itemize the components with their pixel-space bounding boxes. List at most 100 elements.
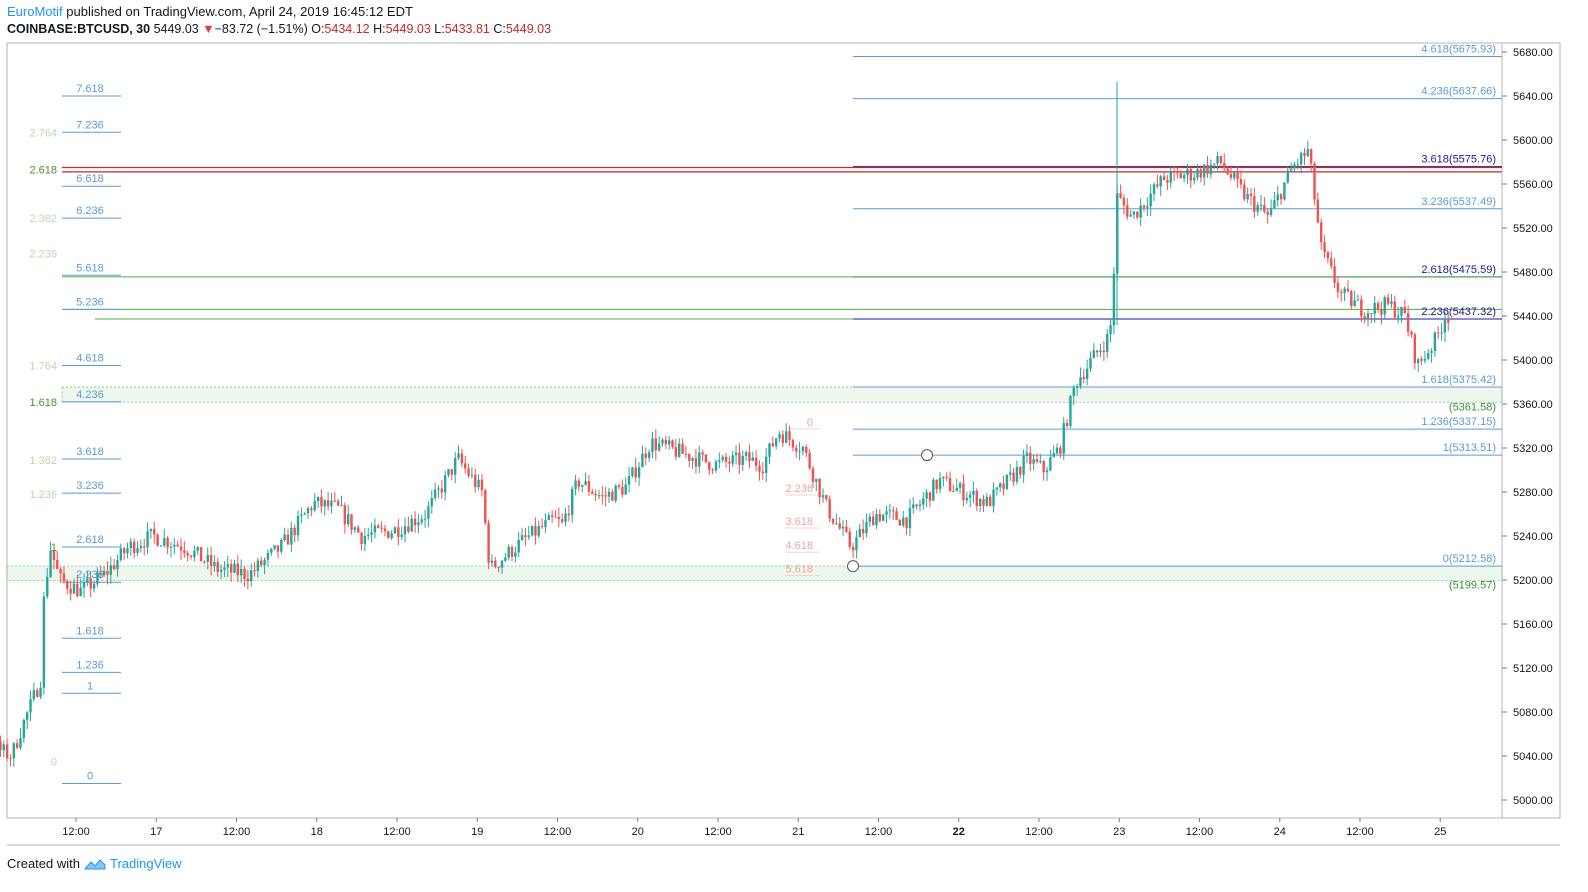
candle-body: [253, 570, 256, 572]
fib-anchor-handle[interactable]: [921, 449, 933, 462]
candle-body: [280, 539, 283, 552]
candle-body: [888, 510, 892, 512]
candle-body: [1346, 288, 1350, 292]
candle-body: [36, 690, 39, 697]
candle-body: [641, 453, 644, 468]
fib-label-4.236: 4.236(5637.66): [1421, 86, 1496, 98]
candle-body: [654, 438, 658, 451]
candle-body: [1106, 334, 1109, 353]
candle-body: [1149, 193, 1152, 207]
candle-body: [1162, 176, 1166, 181]
tradingview-brand[interactable]: TradingView: [109, 856, 182, 871]
candle-body: [564, 513, 567, 522]
candle-body: [1273, 200, 1276, 209]
candle-body: [1433, 332, 1437, 351]
candle-body: [838, 523, 841, 529]
candle-body: [798, 451, 801, 453]
candle-body: [86, 578, 89, 582]
candle-body: [611, 491, 614, 501]
price-axis-frame: [1501, 42, 1561, 819]
candle-body: [1330, 258, 1333, 267]
author-link[interactable]: EuroMotif: [7, 4, 63, 19]
candle-body: [741, 455, 744, 465]
symbol-info: COINBASE:BTCUSD, 30 5449.03 ▼−83.72 (−1.…: [7, 22, 551, 36]
candle-body: [1443, 319, 1447, 333]
candle-body: [333, 500, 337, 502]
candle-body: [978, 498, 982, 507]
candle-body: [413, 518, 417, 526]
candle-body: [226, 564, 230, 568]
candle-body: [1226, 168, 1229, 175]
candle-body: [243, 568, 246, 579]
y-tick-label: 5280.00: [1513, 487, 1553, 499]
candle-body: [0, 740, 2, 751]
left-green-fib-label: 1.618: [29, 397, 57, 409]
candle-body: [1079, 377, 1082, 387]
candle-body: [617, 485, 621, 487]
candle-body: [805, 446, 808, 453]
candle-body: [1333, 266, 1336, 283]
candle-body: [306, 508, 310, 514]
y-tick-label: 5200.00: [1513, 575, 1553, 587]
candle-body: [1316, 199, 1320, 223]
candle-body: [119, 548, 123, 561]
candle-body: [1109, 325, 1112, 335]
symbol-name[interactable]: COINBASE:BTCUSD, 30: [7, 22, 151, 36]
candle-body: [1082, 377, 1086, 380]
candle-body: [795, 447, 798, 452]
candle-body: [260, 560, 263, 566]
x-tick-label: 12:00: [544, 826, 572, 838]
fib-anchor-handle[interactable]: [847, 560, 859, 573]
candle-body: [126, 548, 129, 554]
candle-body: [116, 560, 119, 570]
candle-body: [942, 476, 945, 479]
candle-body: [15, 743, 19, 748]
x-tick-label: 21: [792, 826, 804, 838]
candle-body: [283, 534, 286, 540]
x-tick-label: 12:00: [62, 826, 90, 838]
open-label: O:: [311, 22, 325, 36]
candle-body: [1102, 350, 1106, 353]
candle-body: [163, 538, 166, 546]
candle-body: [1176, 171, 1179, 174]
candle-body: [1132, 211, 1136, 215]
candle-body: [1223, 162, 1226, 169]
candle-body: [1393, 301, 1396, 318]
candle-body: [958, 483, 962, 488]
candle-body: [139, 546, 143, 549]
candle-body: [858, 528, 861, 538]
candle-body: [1129, 214, 1132, 217]
candle-body: [1219, 156, 1223, 163]
candle-body: [400, 534, 403, 537]
candle-body: [547, 515, 551, 520]
candle-body: [12, 743, 16, 759]
candle-body: [774, 438, 778, 447]
candle-body: [1303, 153, 1306, 156]
candle-body: [2, 744, 5, 751]
candle-body: [1159, 176, 1162, 187]
candle-body: [821, 495, 825, 498]
candle-body: [938, 478, 942, 490]
candle-body: [169, 546, 173, 548]
candle-body: [1410, 331, 1413, 335]
candle-body: [557, 517, 561, 520]
candle-body: [52, 550, 56, 561]
candle-body: [199, 547, 203, 562]
candle-body: [1052, 453, 1055, 458]
y-tick-label: 5440.00: [1513, 311, 1553, 323]
candle-body: [1236, 172, 1239, 180]
candle-body: [1380, 309, 1383, 315]
candle-body: [871, 516, 875, 526]
candle-body: [143, 546, 146, 548]
left-green-fib-label: 1: [51, 542, 57, 554]
candle-body: [296, 516, 300, 536]
candle-body: [1306, 149, 1310, 156]
left-fib-label: 3.236: [76, 480, 104, 492]
y-tick-label: 5680.00: [1513, 47, 1553, 59]
candle-body: [1276, 194, 1279, 201]
candle-body: [657, 443, 661, 451]
candle-body: [771, 443, 775, 447]
candle-body: [748, 452, 751, 461]
candle-body: [149, 528, 153, 532]
